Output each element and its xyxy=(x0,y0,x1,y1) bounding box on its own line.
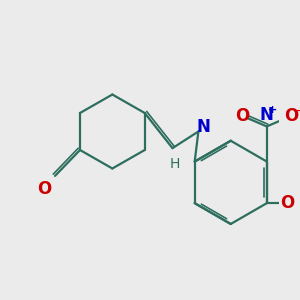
Text: N: N xyxy=(196,118,210,136)
Text: O: O xyxy=(37,180,51,198)
Text: −: − xyxy=(293,106,300,116)
Text: N: N xyxy=(260,106,274,124)
Text: O: O xyxy=(284,107,298,125)
Text: O: O xyxy=(280,194,294,212)
Text: O: O xyxy=(235,107,250,125)
Text: H: H xyxy=(169,157,179,171)
Text: +: + xyxy=(268,105,277,115)
